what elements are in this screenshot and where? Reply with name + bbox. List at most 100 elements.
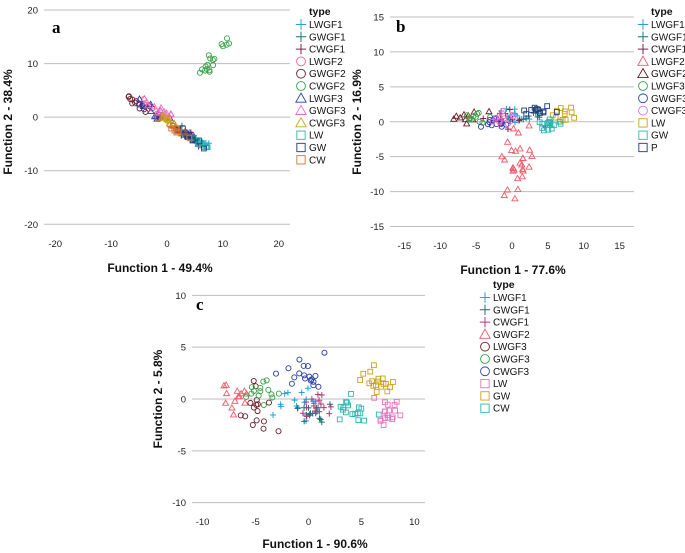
point-GWGF1-6 xyxy=(301,418,308,425)
point-CW-0 xyxy=(361,417,367,424)
point-LW-12 xyxy=(371,394,378,401)
point-GW-10 xyxy=(536,119,543,126)
legend-label-GWGF1: GWGF1 xyxy=(651,32,685,43)
point-GW-8 xyxy=(539,125,546,131)
point-CW-10 xyxy=(355,417,362,424)
point-LW-15 xyxy=(382,415,388,422)
point-CW-17 xyxy=(349,411,356,418)
series-CWGF3 xyxy=(273,349,328,390)
point-LWGF3-3 xyxy=(250,377,257,384)
legend-symbol-GW xyxy=(296,142,306,153)
point-LW-3 xyxy=(392,407,398,414)
x-tick-label-0: -15 xyxy=(397,241,411,252)
point-LWGF3-1 xyxy=(275,428,282,435)
series-LWGF2 xyxy=(498,121,536,202)
point-LWGF2-2 xyxy=(525,163,533,170)
point-LW-0 xyxy=(568,104,574,111)
point-LWGF2-20 xyxy=(513,174,522,182)
x-axis-title: Function 1 - 90.6% xyxy=(262,537,368,551)
legend-label-CWGF3: CWGF3 xyxy=(493,367,530,378)
point-LW-11 xyxy=(384,401,391,408)
legend-symbol-GW xyxy=(480,391,490,401)
point-CWGF2-16 xyxy=(206,67,213,74)
point-CWGF3-6 xyxy=(501,112,508,119)
x-tick-label-0: -20 xyxy=(48,239,62,250)
legend-label-GWGF1: GWGF1 xyxy=(309,32,346,43)
point-GWGF3-6 xyxy=(263,377,270,384)
x-tick-label-4: 20 xyxy=(274,239,285,250)
point-CWGF1-8 xyxy=(327,403,334,410)
point-GWGF3-1 xyxy=(140,94,149,102)
point-GWGF3-5 xyxy=(167,110,175,118)
point-GWGF2-10 xyxy=(220,381,228,389)
point-CWGF3-11 xyxy=(510,113,517,120)
point-GWGF2-8 xyxy=(231,397,239,404)
legend-symbol-GWGF1 xyxy=(637,31,649,42)
point-CWGF1-6 xyxy=(506,106,513,113)
point-CWGF3-5 xyxy=(304,363,311,370)
point-GWGF2-6 xyxy=(241,399,249,406)
point-CWGF1-6 xyxy=(314,391,321,398)
legend-label-GWGF1: GWGF1 xyxy=(493,305,530,316)
point-CWGF3-3 xyxy=(315,383,322,390)
legend-symbol-CWGF1 xyxy=(479,316,491,328)
legend-label-CWGF3: CWGF3 xyxy=(309,118,346,129)
point-CWGF3-8 xyxy=(159,114,167,122)
point-GWGF3-12 xyxy=(243,393,250,400)
point-LWGF3-14 xyxy=(242,413,249,420)
legend-symbol-LWGF1 xyxy=(637,19,649,30)
point-GWGF3-1 xyxy=(260,401,267,408)
point-GWGF3-10 xyxy=(248,384,255,391)
point-GW-10 xyxy=(374,378,381,385)
point-GWGF3-9 xyxy=(255,392,262,399)
point-LWGF1-15 xyxy=(277,401,284,408)
point-LWGF3-12 xyxy=(254,408,261,415)
point-GWGF3-7 xyxy=(162,109,171,116)
y-tick-label-6: 15 xyxy=(373,12,384,23)
point-GW-9 xyxy=(546,118,552,125)
point-CWGF1-1 xyxy=(515,117,522,124)
point-LWGF3-10 xyxy=(468,116,475,123)
legend-symbol-CWGF1 xyxy=(637,43,649,55)
point-GWGF2-7 xyxy=(228,403,236,411)
point-GWGF1-9 xyxy=(314,404,321,411)
point-GWGF2-11 xyxy=(222,389,231,397)
point-GW-4 xyxy=(545,126,552,133)
series-LWGF3 xyxy=(237,377,282,435)
point-CW-12 xyxy=(356,404,362,411)
legend-symbol-GWGF3 xyxy=(480,354,490,364)
point-LWGF3-1 xyxy=(479,119,486,126)
point-CWGF2-12 xyxy=(223,35,230,42)
panel-c: -10 -5 0 5 10 -10 -5 0 5 10 Function 1 - 90.6% Func… xyxy=(151,279,530,551)
legend-label-GW: GW xyxy=(309,143,327,154)
point-LWGF3-8 xyxy=(253,417,260,424)
point-GW-15 xyxy=(380,381,387,387)
legend-symbol-GWGF1 xyxy=(295,31,307,42)
panel-b: -15 -10 -5 0 5 10 15 -15 -10 -5 0 5 10 15 Function 1 -… xyxy=(350,6,685,277)
legend-symbol-LW xyxy=(480,378,490,389)
point-LWGF3-2 xyxy=(247,399,254,406)
point-GWGF3-11 xyxy=(498,121,505,128)
point-LWGF2-22 xyxy=(500,191,509,199)
point-CW-5 xyxy=(348,391,354,397)
point-LWGF2-25 xyxy=(516,144,524,152)
point-GWGF2-12 xyxy=(233,387,242,394)
legend-label-CWGF2: CWGF2 xyxy=(309,82,346,93)
point-CWGF2-10 xyxy=(202,63,209,70)
legend-symbol-LW xyxy=(638,118,648,128)
point-CWGF3-15 xyxy=(296,370,303,377)
scatter-points xyxy=(220,349,404,435)
point-GWGF3-13 xyxy=(269,394,276,401)
y-tick-label-1: -10 xyxy=(370,187,384,198)
point-LW-5 xyxy=(377,416,384,423)
legend-label-GWGF3: GWGF3 xyxy=(651,94,685,105)
x-tick-label-2: -5 xyxy=(472,241,480,252)
legend-symbol-GWGF2 xyxy=(296,68,306,79)
point-CW-7 xyxy=(169,123,176,129)
point-GW-8 xyxy=(357,377,363,383)
point-GWGF2-1 xyxy=(462,119,471,127)
legend-symbol-LWGF2 xyxy=(637,55,649,66)
point-LWGF2-16 xyxy=(514,185,522,192)
point-CWGF3-10 xyxy=(169,120,177,128)
